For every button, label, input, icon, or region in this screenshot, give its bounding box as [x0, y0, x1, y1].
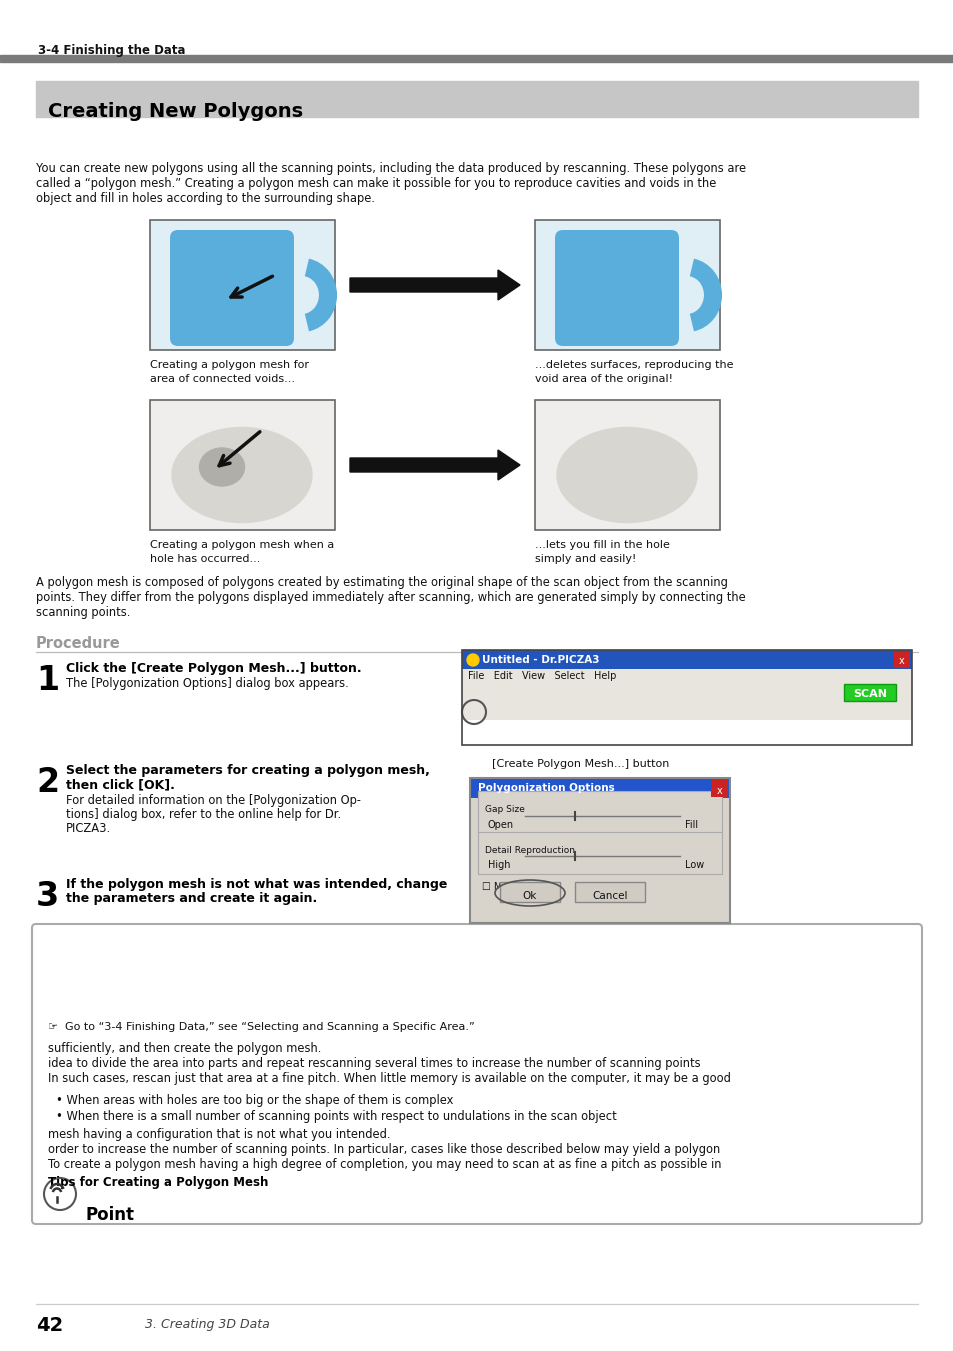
Text: ☞  Go to “3-4 Finishing Data,” see “Selecting and Scanning a Specific Area.”: ☞ Go to “3-4 Finishing Data,” see “Selec… [48, 1021, 475, 1032]
Text: simply and easily!: simply and easily! [535, 554, 636, 563]
Bar [893, 653, 909, 667]
Text: For detailed information on the [Polygonization Op-: For detailed information on the [Polygon… [66, 794, 360, 807]
Text: scanning points.: scanning points. [36, 607, 131, 619]
Text: ☐ Make Solid: ☐ Make Solid [481, 882, 546, 892]
Text: 3-4 Finishing the Data: 3-4 Finishing the Data [38, 45, 185, 57]
Text: idea to divide the area into parts and repeat rescanning several times to increa: idea to divide the area into parts and r… [48, 1056, 700, 1070]
Text: PICZA3.: PICZA3. [66, 821, 111, 835]
Text: You can create new polygons using all the scanning points, including the data pr: You can create new polygons using all th… [36, 162, 745, 176]
Bar [150, 220, 335, 350]
Circle shape [467, 654, 478, 666]
Bar [150, 400, 335, 530]
Bar [461, 650, 911, 669]
Text: Detail Reproduction: Detail Reproduction [484, 846, 575, 855]
Text: Tips for Creating a Polygon Mesh: Tips for Creating a Polygon Mesh [48, 1175, 268, 1189]
Text: Polygonization Options: Polygonization Options [477, 784, 614, 793]
Bar [535, 400, 720, 530]
Bar [470, 778, 729, 798]
FancyBboxPatch shape [32, 924, 921, 1224]
Text: A polygon mesh is composed of polygons created by estimating the original shape : A polygon mesh is composed of polygons c… [36, 576, 727, 589]
Text: area of connected voids...: area of connected voids... [150, 374, 294, 384]
Text: Creating a polygon mesh for: Creating a polygon mesh for [150, 359, 309, 370]
Text: To create a polygon mesh having a high degree of completion, you may need to sca: To create a polygon mesh having a high d… [48, 1158, 720, 1171]
Text: Point: Point [86, 1206, 135, 1224]
Bar [575, 882, 644, 902]
Ellipse shape [199, 449, 244, 486]
Bar [461, 703, 911, 720]
Bar [535, 220, 720, 350]
Text: Procedure: Procedure [36, 636, 121, 651]
Text: 3: 3 [36, 880, 59, 913]
Text: Untitled - Dr.PICZA3: Untitled - Dr.PICZA3 [481, 655, 598, 665]
Text: Gap Size: Gap Size [484, 805, 524, 815]
Text: Open: Open [488, 820, 514, 830]
Text: Low: Low [684, 861, 703, 870]
Text: ...deletes surfaces, reproducing the: ...deletes surfaces, reproducing the [535, 359, 733, 370]
Text: • When there is a small number of scanning points with respect to undulations in: • When there is a small number of scanni… [56, 1111, 616, 1123]
Bar [36, 81, 917, 118]
Bar [477, 832, 721, 874]
Text: Select the parameters for creating a polygon mesh,: Select the parameters for creating a pol… [66, 765, 430, 777]
FancyBboxPatch shape [170, 230, 294, 346]
Text: Ok: Ok [522, 892, 537, 901]
Text: 2: 2 [36, 766, 59, 798]
Text: order to increase the number of scanning points. In particular, cases like those: order to increase the number of scanning… [48, 1143, 720, 1156]
Text: In such cases, rescan just that area at a fine pitch. When little memory is avai: In such cases, rescan just that area at … [48, 1071, 730, 1085]
Text: points. They differ from the polygons displayed immediately after scanning, whic: points. They differ from the polygons di… [36, 590, 745, 604]
Text: 42: 42 [36, 1316, 63, 1335]
Ellipse shape [557, 427, 697, 523]
Text: File   Edit   View   Select   Help: File Edit View Select Help [468, 671, 616, 681]
Text: tions] dialog box, refer to the online help for Dr.: tions] dialog box, refer to the online h… [66, 808, 341, 821]
Text: The [Polygonization Options] dialog box appears.: The [Polygonization Options] dialog box … [66, 677, 349, 690]
Text: [Create Polygon Mesh...] button: [Create Polygon Mesh...] button [492, 759, 669, 769]
Text: Cancel: Cancel [592, 892, 627, 901]
Text: the parameters and create it again.: the parameters and create it again. [66, 892, 317, 905]
Bar [461, 684, 911, 703]
Text: x: x [717, 786, 722, 796]
Bar [470, 798, 729, 923]
Polygon shape [350, 450, 519, 480]
Text: hole has occurred...: hole has occurred... [150, 554, 260, 563]
Text: ...lets you fill in the hole: ...lets you fill in the hole [535, 540, 669, 550]
Circle shape [44, 1178, 76, 1210]
Bar [461, 650, 911, 744]
Bar [470, 778, 729, 923]
Text: 3. Creating 3D Data: 3. Creating 3D Data [145, 1319, 270, 1331]
Text: called a “polygon mesh.” Creating a polygon mesh can make it possible for you to: called a “polygon mesh.” Creating a poly… [36, 177, 716, 190]
Text: High: High [488, 861, 510, 870]
Text: object and fill in holes according to the surrounding shape.: object and fill in holes according to th… [36, 192, 375, 205]
Bar [499, 882, 559, 902]
Ellipse shape [172, 427, 312, 523]
Bar [710, 780, 727, 797]
Bar [461, 669, 911, 684]
Text: If the polygon mesh is not what was intended, change: If the polygon mesh is not what was inte… [66, 878, 447, 892]
Bar [843, 684, 895, 701]
Text: • When areas with holes are too big or the shape of them is complex: • When areas with holes are too big or t… [56, 1094, 453, 1106]
Text: void area of the original!: void area of the original! [535, 374, 672, 384]
Text: Creating a polygon mesh when a: Creating a polygon mesh when a [150, 540, 334, 550]
Polygon shape [350, 270, 519, 300]
Text: Creating New Polygons: Creating New Polygons [48, 101, 303, 122]
Text: x: x [898, 657, 904, 666]
Bar [477, 790, 721, 834]
Text: SCAN: SCAN [852, 689, 886, 698]
Text: then click [OK].: then click [OK]. [66, 778, 174, 790]
Text: Fill: Fill [684, 820, 698, 830]
Text: 1: 1 [36, 663, 59, 697]
Text: Click the [Create Polygon Mesh...] button.: Click the [Create Polygon Mesh...] butto… [66, 662, 361, 676]
Text: sufficiently, and then create the polygon mesh.: sufficiently, and then create the polygo… [48, 1042, 321, 1055]
Bar [0, 55, 953, 62]
FancyBboxPatch shape [555, 230, 679, 346]
Text: mesh having a configuration that is not what you intended.: mesh having a configuration that is not … [48, 1128, 390, 1142]
